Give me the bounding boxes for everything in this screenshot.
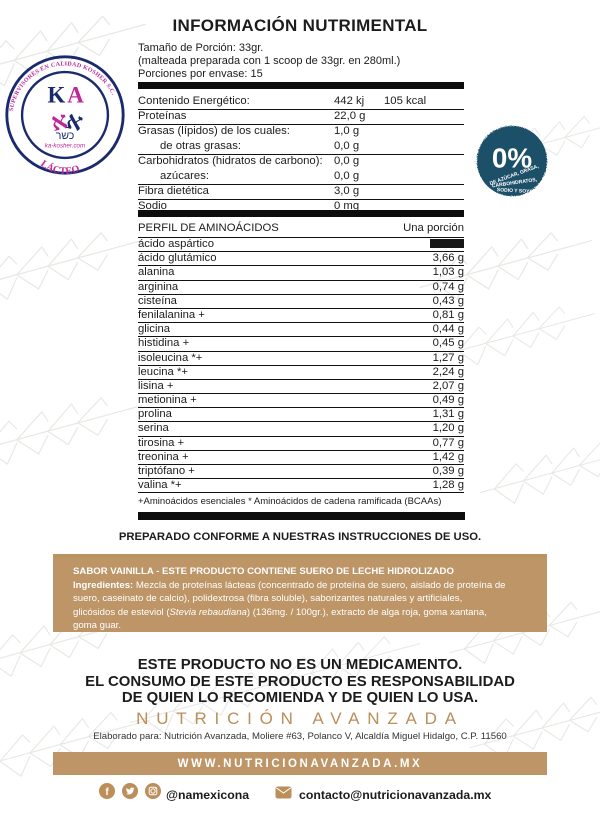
svg-text:K: K [48, 83, 66, 108]
svg-text:ka-kosher.com: ka-kosher.com [45, 142, 85, 149]
svg-text:כשר: כשר [56, 131, 75, 142]
svg-text:A: A [67, 83, 84, 108]
svg-text:LÁCTEO: LÁCTEO [38, 158, 81, 177]
